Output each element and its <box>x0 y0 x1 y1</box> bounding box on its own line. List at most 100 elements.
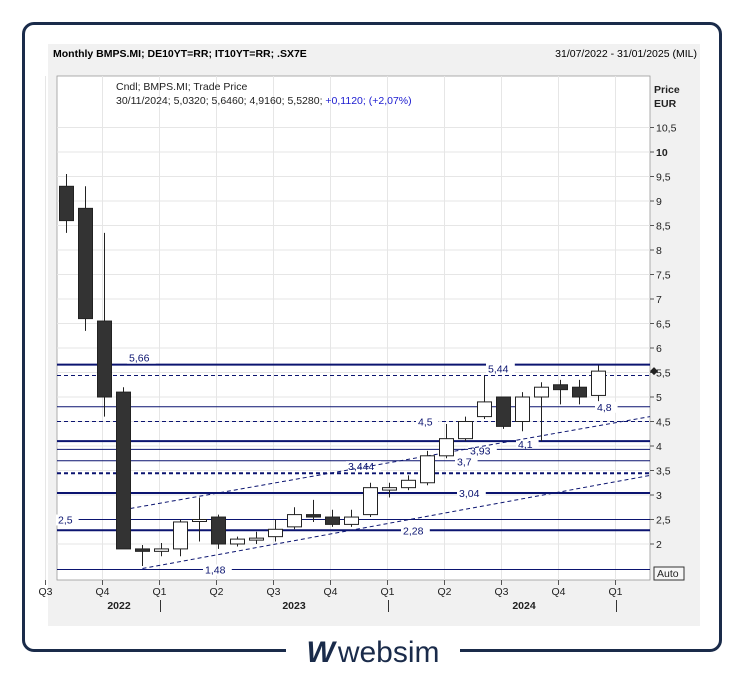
level-label: 5,44 <box>488 363 509 375</box>
x-tick-label: Q3 <box>266 586 280 598</box>
y-tick-label: 5 <box>656 392 662 404</box>
plot-background <box>56 75 651 581</box>
y-tick-label: 7 <box>656 294 662 306</box>
x-tick-label: Q2 <box>437 586 451 598</box>
y-tick-label: 3 <box>656 490 662 502</box>
candle-body <box>401 479 416 489</box>
candle-body <box>477 401 492 418</box>
level-label: 1,48 <box>205 564 226 576</box>
y-tick-label: 7,5 <box>656 270 671 282</box>
level-label: 2,5 <box>58 515 73 527</box>
x-tick-label: Q1 <box>152 586 166 598</box>
candle-body <box>344 516 359 525</box>
candle-body <box>59 185 74 222</box>
candle-body <box>382 487 397 491</box>
level-label: 5,66 <box>129 353 150 365</box>
candle-body <box>268 528 283 538</box>
level-label: 2,28 <box>403 525 424 537</box>
candle-body <box>249 537 264 541</box>
trendline <box>123 416 651 511</box>
x-year-label: 2023 <box>282 600 306 612</box>
level-label-bg <box>486 363 515 375</box>
brand-bar: W websim <box>0 636 746 670</box>
level-label: 4,8 <box>597 402 612 414</box>
y-tick-label: 8 <box>656 245 662 257</box>
legend-line-1: Cndl; BMPS.MI; Trade Price <box>116 81 247 93</box>
level-label: 3,93 <box>470 445 491 457</box>
candle-body <box>116 391 131 550</box>
candle-body <box>534 386 549 398</box>
y-tick-label: 5,5 <box>656 368 671 380</box>
x-year-label: 2022 <box>107 600 131 612</box>
candle-body <box>97 320 112 398</box>
candle-body <box>572 386 587 398</box>
level-label: 3,7 <box>457 457 472 469</box>
candle-body <box>420 455 435 484</box>
level-label-bg <box>346 461 381 473</box>
candle-body <box>553 384 568 391</box>
x-tick-label: Q4 <box>551 586 565 598</box>
candle-body <box>515 396 530 422</box>
y-tick-label: 10,5 <box>656 123 677 135</box>
auto-scale-button[interactable] <box>653 566 685 581</box>
candle-body <box>192 519 207 522</box>
x-tick-label: Q1 <box>380 586 394 598</box>
legend-line-2: 30/11/2024; 5,0320; 5,6460; 4,9160; 5,52… <box>116 95 412 107</box>
y-tick-label: 4,5 <box>656 417 671 429</box>
y-tick-label: 9 <box>656 196 662 208</box>
level-label: 4,1 <box>518 439 533 451</box>
candle-body <box>154 548 169 552</box>
x-tick-label: Q3 <box>38 586 52 598</box>
x-year-label: 2024 <box>512 600 536 612</box>
y-tick-label: 9,5 <box>656 172 671 184</box>
y-tick-label: 2,5 <box>656 515 671 527</box>
x-tick-label: Q4 <box>95 586 109 598</box>
x-tick-label: Q4 <box>323 586 337 598</box>
level-label-bg <box>516 439 539 451</box>
y-axis-title-currency: EUR <box>654 98 677 110</box>
level-label: 4,5 <box>418 417 433 429</box>
brand-logo: W websim <box>286 636 460 670</box>
chart-date-range: 31/07/2022 - 31/01/2025 (MIL) <box>555 48 697 60</box>
legend-change: +0,1120; (+2,07%) <box>325 95 411 107</box>
x-tick-label: Q3 <box>494 586 508 598</box>
auto-scale-label: Auto <box>657 568 679 580</box>
y-tick-label: 6,5 <box>656 319 671 331</box>
candle-body <box>496 396 511 427</box>
x-tick-label: Q1 <box>608 586 622 598</box>
level-label-bg <box>56 514 79 526</box>
candle-body <box>306 514 321 518</box>
candle-body <box>439 438 454 457</box>
candle-body <box>591 370 606 396</box>
chart-title: Monthly BMPS.MI; DE10YT=RR; IT10YT=RR; .… <box>53 48 307 60</box>
candle-body <box>458 421 473 440</box>
candle-body <box>325 516 340 525</box>
y-tick-label: 3,5 <box>656 466 671 478</box>
level-label-bg <box>416 416 439 428</box>
level-label: 3,04 <box>459 488 480 500</box>
x-tick-label: Q2 <box>209 586 223 598</box>
trendline <box>142 474 651 569</box>
brand-name: websim <box>337 636 440 669</box>
level-label-bg <box>457 488 486 500</box>
candle-body <box>78 207 93 320</box>
y-tick-label: 8,5 <box>656 221 671 233</box>
legend-ohlc: 30/11/2024; 5,0320; 5,6460; 4,9160; 5,52… <box>116 95 323 107</box>
level-label-bg <box>401 525 430 537</box>
candle-body <box>363 487 378 516</box>
y-tick-label: 4 <box>656 441 662 453</box>
last-price-marker <box>650 367 658 376</box>
level-label-bg <box>127 352 156 364</box>
level-label-bg <box>595 401 618 413</box>
candle-body <box>173 521 188 550</box>
y-tick-label: 6 <box>656 343 662 355</box>
y-tick-label: 2 <box>656 539 662 551</box>
websim-logo-icon: W <box>306 636 334 669</box>
candle-body <box>211 516 226 545</box>
y-axis-title-price: Price <box>654 84 680 96</box>
candle-body <box>230 538 245 545</box>
candle-body <box>287 514 302 528</box>
level-label-bg <box>468 445 497 457</box>
level-label-bg <box>203 564 232 576</box>
